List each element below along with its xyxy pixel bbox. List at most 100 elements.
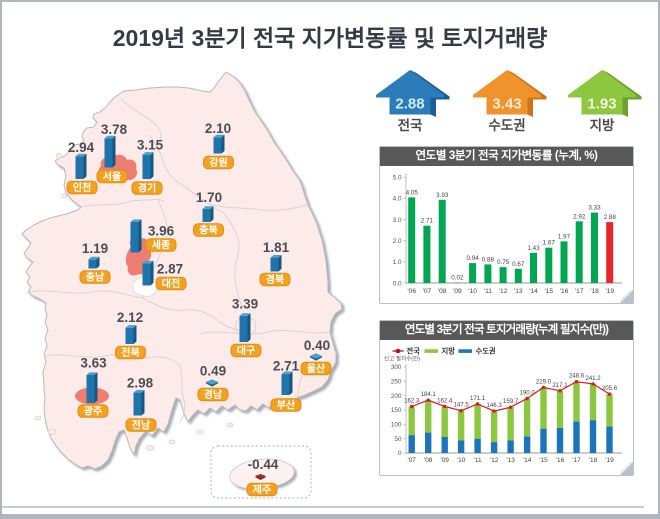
svg-text:184.1: 184.1: [421, 391, 437, 398]
svg-text:248.6: 248.6: [569, 373, 585, 380]
svg-text:전남: 전남: [132, 419, 151, 432]
svg-text:전국: 전국: [407, 347, 421, 356]
svg-text:3.96: 3.96: [148, 224, 175, 239]
svg-text:'12: '12: [499, 288, 508, 295]
svg-text:4.0: 4.0: [393, 196, 402, 203]
svg-text:'06: '06: [407, 288, 416, 295]
svg-text:100: 100: [391, 422, 402, 429]
svg-text:신고 필지수(만): 신고 필지수(만): [384, 355, 420, 363]
svg-text:241.2: 241.2: [585, 375, 601, 382]
svg-text:162.3: 162.3: [404, 398, 420, 405]
svg-text:1.70: 1.70: [196, 190, 222, 205]
svg-text:3.0: 3.0: [393, 217, 402, 224]
svg-text:지방: 지방: [590, 117, 615, 133]
svg-text:1.93: 1.93: [587, 96, 616, 113]
svg-text:-0.44: -0.44: [248, 457, 279, 472]
svg-text:2.88: 2.88: [604, 214, 617, 221]
svg-text:'11: '11: [484, 288, 492, 295]
svg-text:171.1: 171.1: [470, 395, 486, 402]
svg-text:2.88: 2.88: [395, 96, 424, 113]
svg-text:강원: 강원: [209, 156, 227, 169]
svg-text:250: 250: [391, 379, 402, 386]
svg-text:'10: '10: [468, 288, 477, 295]
svg-text:수도권: 수도권: [488, 118, 525, 133]
svg-text:3.15: 3.15: [137, 138, 164, 153]
svg-text:'09: '09: [440, 457, 449, 464]
svg-text:충남: 충남: [86, 271, 105, 284]
svg-text:'08: '08: [438, 288, 447, 295]
svg-text:'15: '15: [539, 457, 548, 464]
svg-text:'13: '13: [506, 457, 515, 464]
svg-text:경남: 경남: [204, 388, 223, 401]
svg-text:50: 50: [394, 436, 402, 443]
svg-text:1.19: 1.19: [82, 241, 108, 256]
svg-text:'14: '14: [523, 457, 532, 464]
svg-text:'07: '07: [423, 288, 432, 295]
svg-text:147.5: 147.5: [453, 402, 469, 409]
svg-text:'11: '11: [474, 457, 482, 464]
svg-text:200: 200: [391, 393, 402, 400]
svg-text:'18: '18: [589, 457, 598, 464]
svg-text:1.67: 1.67: [543, 240, 556, 247]
svg-text:0.02: 0.02: [451, 275, 464, 282]
svg-text:3.93: 3.93: [436, 192, 449, 199]
svg-text:205.6: 205.6: [602, 385, 618, 392]
svg-text:인천: 인천: [73, 181, 91, 194]
svg-text:전북: 전북: [121, 346, 139, 359]
svg-text:'15: '15: [545, 288, 554, 295]
svg-text:전국: 전국: [398, 117, 423, 133]
svg-text:광주: 광주: [84, 406, 102, 418]
svg-text:대구: 대구: [237, 344, 255, 357]
svg-text:충북: 충북: [199, 224, 217, 237]
svg-text:0.40: 0.40: [304, 338, 330, 353]
svg-text:'08: '08: [424, 457, 433, 464]
svg-text:3.33: 3.33: [588, 205, 601, 212]
svg-text:'14: '14: [529, 288, 538, 295]
svg-text:3.39: 3.39: [232, 297, 258, 312]
svg-text:'13: '13: [514, 288, 523, 295]
svg-text:5.0: 5.0: [393, 175, 402, 182]
svg-text:2.94: 2.94: [68, 140, 95, 155]
svg-text:3.78: 3.78: [101, 122, 128, 137]
svg-text:2.12: 2.12: [117, 310, 143, 325]
svg-text:1.43: 1.43: [527, 245, 540, 252]
svg-text:'18: '18: [590, 288, 599, 295]
svg-text:대전: 대전: [162, 277, 180, 290]
svg-text:146.3: 146.3: [486, 402, 502, 409]
svg-text:경북: 경북: [266, 273, 284, 286]
svg-text:'12: '12: [490, 457, 499, 464]
svg-text:경기: 경기: [138, 182, 156, 195]
svg-text:2.71: 2.71: [273, 359, 300, 374]
svg-text:162.4: 162.4: [437, 397, 453, 404]
svg-text:1.0: 1.0: [393, 259, 402, 266]
svg-text:4.05: 4.05: [406, 189, 419, 196]
svg-text:2.98: 2.98: [127, 376, 154, 391]
svg-text:'07: '07: [407, 457, 416, 464]
svg-text:159.7: 159.7: [503, 398, 519, 405]
svg-text:0: 0: [398, 450, 402, 457]
svg-text:'17: '17: [575, 288, 584, 295]
svg-text:2.87: 2.87: [157, 262, 183, 277]
svg-text:0.0: 0.0: [393, 280, 402, 287]
svg-text:'19: '19: [605, 288, 614, 295]
svg-text:'09: '09: [453, 288, 462, 295]
svg-text:세종: 세종: [152, 239, 170, 252]
svg-text:서울: 서울: [103, 170, 121, 183]
svg-text:'16: '16: [560, 288, 569, 295]
svg-text:부산: 부산: [277, 399, 296, 412]
svg-text:1.97: 1.97: [558, 233, 571, 240]
svg-text:2.71: 2.71: [421, 218, 434, 225]
svg-text:0.94: 0.94: [466, 255, 479, 262]
svg-text:'16: '16: [556, 457, 565, 464]
svg-text:217.1: 217.1: [552, 382, 568, 389]
svg-text:300: 300: [391, 364, 402, 371]
svg-text:'17: '17: [572, 457, 581, 464]
svg-text:0.67: 0.67: [512, 261, 525, 268]
svg-text:제주: 제주: [253, 483, 271, 496]
svg-text:'10: '10: [457, 457, 466, 464]
svg-text:3.43: 3.43: [492, 96, 521, 113]
svg-text:울산: 울산: [307, 362, 326, 375]
svg-text:2.92: 2.92: [573, 213, 586, 220]
svg-text:1.81: 1.81: [263, 240, 290, 255]
svg-text:2.0: 2.0: [393, 238, 402, 245]
